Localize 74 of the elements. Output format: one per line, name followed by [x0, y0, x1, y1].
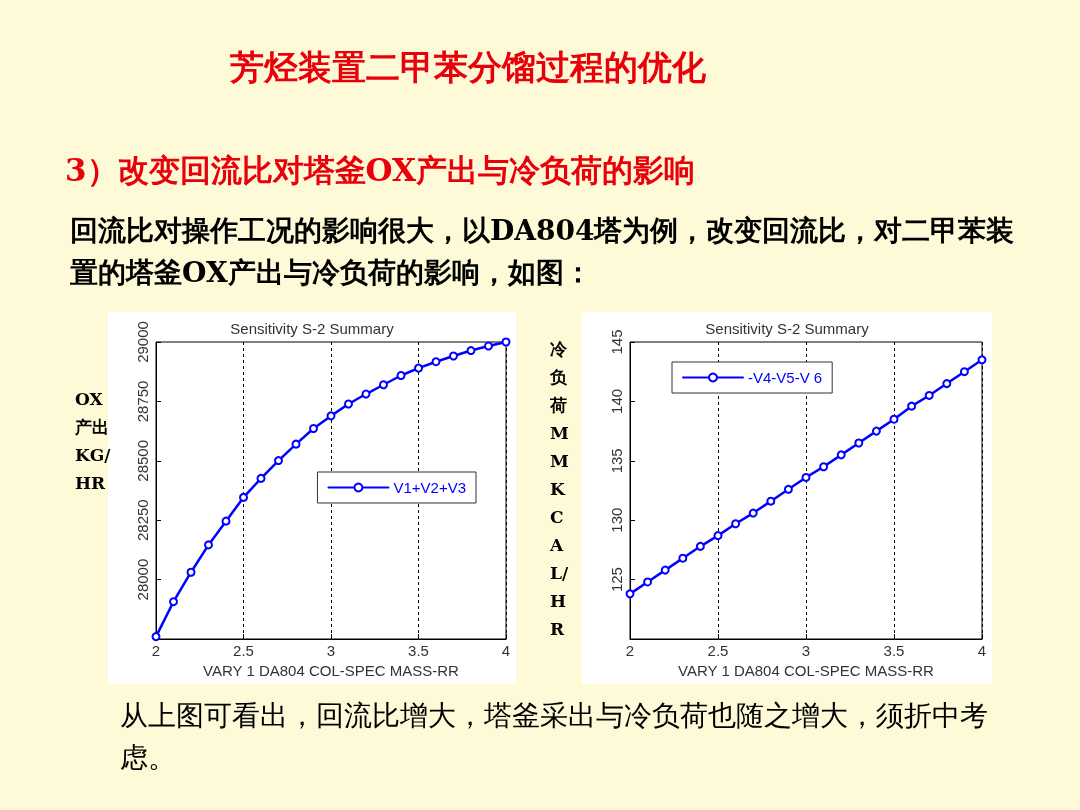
chart-title: Sensitivity S-2 Summary [230, 320, 395, 337]
x-tick-label: 2 [151, 642, 161, 659]
point [854, 438, 864, 448]
point [801, 472, 811, 482]
point [678, 553, 688, 563]
point [466, 346, 476, 356]
y-tick-label: 29000 [134, 321, 151, 363]
point [942, 379, 952, 389]
point [889, 414, 899, 424]
point [344, 399, 353, 409]
point [326, 411, 336, 421]
point [836, 450, 846, 460]
y-tick-label: 130 [608, 507, 625, 533]
point [361, 389, 371, 399]
point [239, 492, 248, 502]
text: 3）改变回流比对塔釜OX产出与冷负荷的影响 [65, 151, 696, 190]
point [713, 531, 723, 541]
x-tick-label: 3 [326, 642, 336, 659]
point [204, 540, 213, 550]
point [924, 390, 934, 400]
point [449, 351, 458, 361]
legend-label: V1+V2+V3 [393, 479, 466, 496]
y-axis-title: OX产出KG/HR [75, 388, 111, 495]
point [907, 401, 917, 411]
text: 从上图可看出，回流比增大，塔釜采出与冷负荷也随之增大，须折中考虑。 [120, 698, 989, 776]
point [151, 632, 161, 642]
x-tick-label: 3.5 [883, 642, 905, 659]
point [871, 426, 881, 436]
y-tick-label: 135 [608, 448, 625, 474]
point [625, 589, 635, 599]
y-tick-label: 145 [608, 329, 625, 355]
x-axis-title: VARY 1 DA804 COL-SPEC MASS-RR [203, 661, 460, 679]
point [186, 567, 196, 577]
y-tick-label: 28750 [134, 380, 151, 423]
point [748, 508, 758, 518]
point [819, 462, 829, 472]
point [291, 439, 301, 449]
x-tick-label: 2.5 [707, 642, 729, 659]
x-tick-label: 2 [625, 642, 635, 659]
text: 冷负荷MMKCAL/HR [550, 339, 569, 639]
y-tick-label: 125 [608, 567, 625, 593]
point [379, 380, 388, 390]
point [221, 516, 231, 526]
y-tick-label: 28250 [134, 499, 151, 542]
y-tick-label: 28500 [134, 439, 151, 482]
point [169, 597, 178, 607]
point [396, 371, 406, 380]
point [695, 541, 705, 551]
x-tick-label: 4 [501, 642, 511, 659]
point [643, 577, 653, 587]
x-tick-label: 3.5 [408, 642, 429, 659]
point [309, 423, 318, 433]
point [501, 337, 511, 347]
x-tick-label: 3 [801, 642, 811, 659]
point [484, 341, 493, 351]
x-tick-label: 2.5 [233, 642, 254, 659]
point [274, 456, 283, 466]
point [977, 355, 987, 365]
text: 芳烃装置二甲苯分馏过程的优化 [230, 46, 706, 89]
y-tick-label: 28000 [134, 558, 151, 601]
legend-label: -V4-V5-V 6 [748, 369, 823, 386]
x-tick-label: 4 [977, 642, 987, 659]
chart-title: Sensitivity S-2 Summary [705, 320, 870, 337]
point [959, 367, 969, 377]
point [414, 363, 423, 373]
text: 回流比对操作工况的影响很大，以DA804塔为例，改变回流比，对二甲苯装置的塔釜OX产出与冷负荷的影响，如图： [70, 213, 1016, 291]
point [256, 473, 266, 483]
x-axis-title: VARY 1 DA804 COL-SPEC MASS-RR [678, 661, 935, 679]
y-tick-label: 140 [608, 388, 625, 414]
point [431, 357, 441, 367]
point [660, 565, 670, 575]
point [783, 484, 793, 494]
point [731, 519, 741, 529]
point [766, 496, 776, 506]
